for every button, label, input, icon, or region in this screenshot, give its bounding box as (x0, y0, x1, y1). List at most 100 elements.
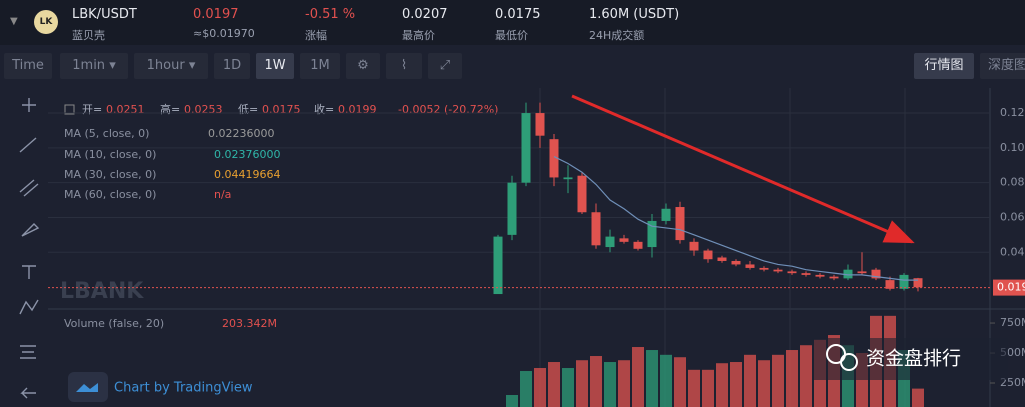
candle-body (619, 238, 629, 242)
high-label: 高= (160, 102, 180, 116)
label: 1min (72, 58, 106, 73)
candle-body (493, 236, 503, 295)
volume-bar (800, 345, 812, 407)
legend: 开= 0.0251 高= 0.0253 低= 0.0175 收= 0.0199 … (64, 102, 498, 330)
ma-value: 0.02376000 (214, 148, 280, 161)
volume-bar (702, 369, 714, 407)
time-button[interactable]: Time (4, 53, 52, 79)
candle-body (661, 208, 671, 221)
volume-bar (548, 362, 560, 407)
candle-body (801, 273, 811, 275)
badge-bg (812, 338, 1008, 380)
tv-logo-mark (76, 383, 98, 392)
close-label: 收= (314, 102, 334, 116)
interval-button[interactable]: 1min ▾ (60, 53, 128, 79)
last-price-label: 0.019 (997, 281, 1025, 294)
volume: 1.60M (USDT) (589, 7, 680, 22)
y-tick-label: 0.06 (1000, 210, 1025, 223)
candle-body (871, 269, 881, 279)
label: 1hour (146, 58, 185, 73)
candle-body (913, 278, 923, 288)
volume-bar (716, 363, 728, 407)
volume-bar (884, 315, 896, 407)
volume-bar (842, 345, 854, 407)
volume-bar (576, 360, 588, 407)
candle-body (689, 241, 699, 251)
depth-view-button[interactable]: 深度图 (980, 53, 1025, 79)
volume-bar (562, 368, 574, 407)
fullscreen-button[interactable]: ⤢ (428, 53, 462, 79)
ma-label[interactable]: MA (5, close, 0) (64, 127, 149, 140)
plot: 0.12 0.10 0.08 0.06 0.04 750M 500M 250M 0.019 (48, 102, 1025, 407)
settings-button[interactable]: ⚙ (346, 53, 380, 79)
candle-body (773, 269, 783, 272)
volume-bar (856, 353, 868, 407)
footer[interactable]: Chart by TradingView (114, 381, 253, 396)
volume-tick-label: 500M (1000, 346, 1025, 359)
candle-body (717, 257, 727, 261)
volume-bar (730, 362, 742, 407)
last-price-box (993, 279, 1025, 296)
candle-body (815, 274, 825, 277)
candle-body (885, 280, 895, 289)
drawing-tools[interactable] (19, 98, 40, 399)
symbol[interactable]: LBK/USDT (72, 7, 137, 22)
plot-area (48, 88, 990, 407)
candle-body (843, 269, 853, 279)
candle-body (563, 177, 573, 180)
annotation-arrow (571, 94, 915, 244)
low-label: 低= (238, 103, 258, 116)
coin-icon: LK (34, 10, 58, 34)
volume-tick-label: 750M (1000, 316, 1025, 329)
volume-label[interactable]: Volume (false, 20) (64, 317, 164, 330)
candle-body (675, 207, 685, 241)
ma-label[interactable]: MA (10, close, 0) (64, 148, 156, 161)
interval-button[interactable]: 1W (256, 53, 294, 79)
dropdown-icon[interactable]: ▼ (10, 16, 18, 27)
volume-bar (618, 360, 630, 407)
volume-bar (912, 388, 924, 407)
volume-bar (814, 339, 826, 407)
indicator-button[interactable]: ⌇ (386, 53, 422, 79)
volume-bar (632, 347, 644, 407)
volume-bar (534, 368, 546, 407)
chart-view-button[interactable]: 行情图 (914, 53, 974, 79)
change-label: 涨幅 (305, 29, 327, 42)
volume-bar (758, 360, 770, 407)
interval-button[interactable]: 1D (214, 53, 250, 79)
header: ▼ LK LBK/USDT 蓝贝壳 0.0197 ≈$0.01970 -0.51… (0, 0, 1025, 45)
ma-line (553, 156, 918, 281)
change-value: -0.0052 (-20.72%) (398, 103, 498, 116)
volume-bar (646, 350, 658, 407)
volume-tick-label: 250M (1000, 376, 1025, 389)
close-value: 0.0199 (338, 103, 377, 116)
collapse-icon[interactable] (64, 104, 75, 115)
volume-bar (604, 362, 616, 407)
candle-body (899, 274, 909, 289)
volume-bar (590, 356, 602, 407)
high-label: 最高价 (402, 29, 435, 42)
badge-text: 资金盘排行 (866, 348, 961, 370)
price-usd: ≈$0.01970 (193, 27, 255, 40)
ma-value: 0.04419664 (214, 168, 280, 181)
candle-body (745, 264, 755, 268)
volume-bar (744, 354, 756, 407)
high-value: 0.0253 (184, 103, 223, 116)
y-tick-label: 0.04 (1000, 245, 1025, 258)
ma-label[interactable]: MA (60, close, 0) (64, 188, 156, 201)
tv-logo (68, 372, 108, 402)
ma-label[interactable]: MA (30, close, 0) (64, 168, 156, 181)
candle-body (857, 271, 867, 274)
candle-body (577, 175, 587, 213)
interval-button[interactable]: 1hour ▾ (134, 53, 208, 79)
low-label: 最低价 (495, 29, 528, 42)
ma-value: n/a (214, 188, 231, 201)
badge-icon (826, 344, 846, 364)
volume-bar (674, 357, 686, 407)
ma-value: 0.02236000 (208, 127, 274, 140)
watermark: LBANK (60, 279, 144, 304)
y-tick-label: 0.08 (1000, 176, 1025, 189)
volume-bar (828, 335, 840, 407)
interval-button[interactable]: 1M (300, 53, 340, 79)
